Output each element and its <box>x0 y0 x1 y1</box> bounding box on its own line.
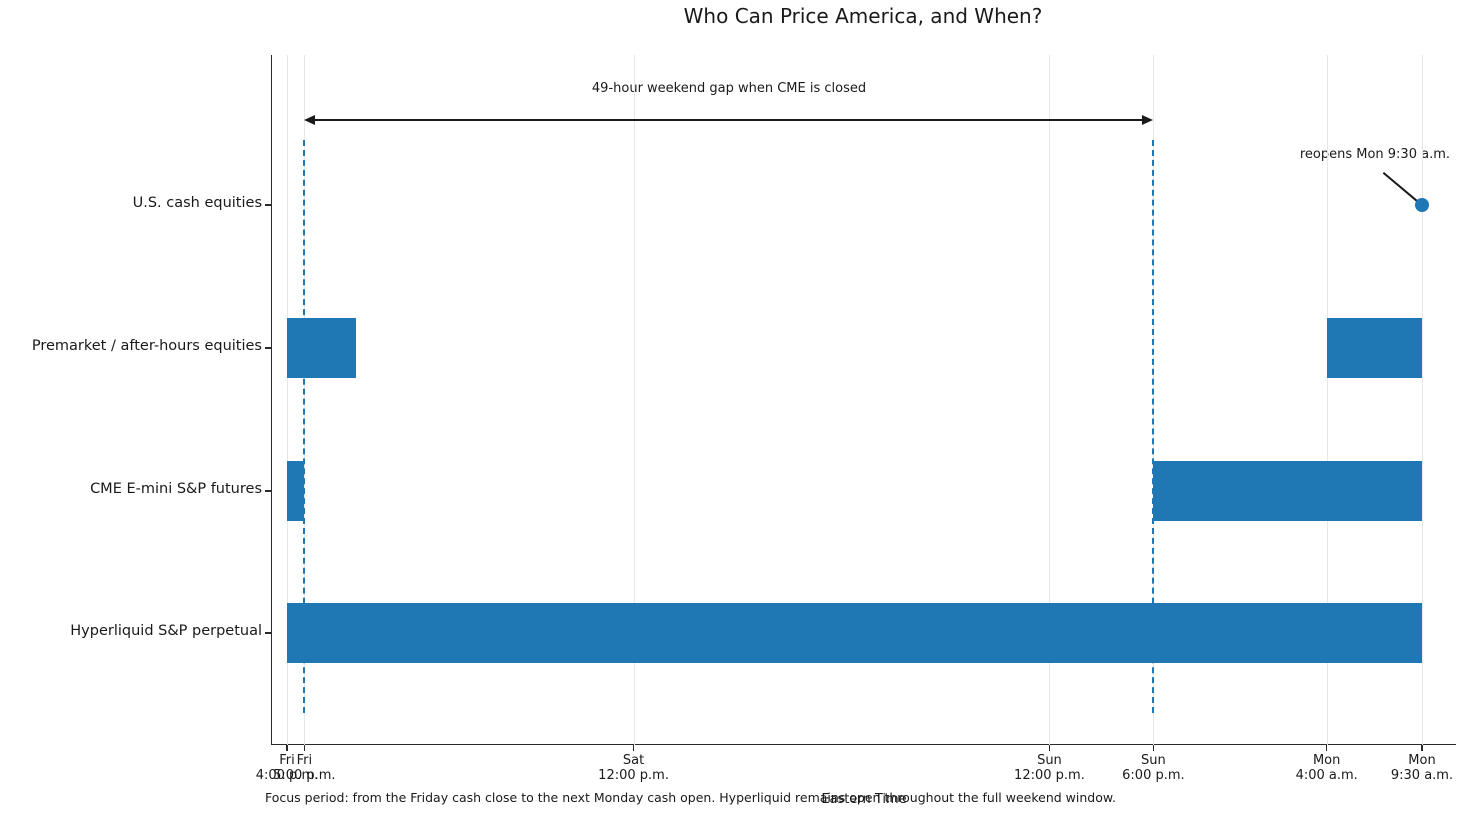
x-axis-label: Eastern Time <box>821 792 907 807</box>
y-axis-label: Hyperliquid S&P perpetual <box>70 623 262 639</box>
bar-segment <box>287 318 357 378</box>
x-tick-time: 5:00 p.m. <box>273 768 336 783</box>
y-axis-label: U.S. cash equities <box>132 195 262 211</box>
bar-segment <box>287 603 1422 663</box>
reopen-marker-dot <box>1415 198 1429 212</box>
x-tick-label: Sat 12:00 p.m. <box>564 753 704 783</box>
x-tick-mark <box>1421 745 1423 751</box>
x-tick-label: Fri 4:00 p.m. <box>217 753 357 783</box>
y-tick-mark <box>265 490 271 492</box>
caption-text: Focus period: from the Friday cash close… <box>265 790 1116 805</box>
x-tick-day: Fri <box>296 753 313 768</box>
gap-arrow-head-left <box>304 115 316 125</box>
y-tick-mark <box>265 347 271 349</box>
x-tick-label: Mon 4:00 a.m. <box>1257 753 1397 783</box>
reopen-annotation-text: reopens Mon 9:30 a.m. <box>1299 147 1450 162</box>
x-tick-mark <box>1152 745 1154 751</box>
x-tick-time: 12:00 p.m. <box>1014 768 1085 783</box>
x-tick-label: Mon 9:30 a.m. <box>1352 753 1463 783</box>
x-tick-day: Mon <box>1408 753 1436 768</box>
x-tick-time: 6:00 p.m. <box>1122 768 1185 783</box>
x-tick-time: 4:00 p.m. <box>255 768 319 783</box>
x-gridline <box>633 55 635 745</box>
x-gridline <box>287 55 288 745</box>
x-tick-day: Sun <box>1037 753 1062 768</box>
gap-arrow-head-right <box>1142 115 1154 125</box>
dashed-boundary-line <box>303 140 306 713</box>
y-tick-mark <box>265 632 271 634</box>
x-tick-mark <box>286 745 288 751</box>
x-tick-label: Sun 6:00 p.m. <box>1083 753 1223 783</box>
y-axis-label: CME E-mini S&P futures <box>90 481 262 497</box>
y-tick-mark <box>265 204 271 206</box>
x-gridline <box>1049 55 1051 745</box>
x-tick-time: 12:00 p.m. <box>598 768 669 783</box>
x-tick-mark <box>1048 745 1051 751</box>
x-tick-mark <box>1326 745 1328 751</box>
dashed-boundary-line <box>1152 140 1155 713</box>
x-tick-time: 9:30 a.m. <box>1390 768 1454 783</box>
x-tick-day: Sat <box>622 753 645 768</box>
x-tick-mark <box>632 745 635 751</box>
chart-title: Who Can Price America, and When? <box>683 4 1043 28</box>
y-axis-label: Premarket / after-hours equities <box>31 338 262 354</box>
x-gridline <box>1422 55 1423 745</box>
x-tick-label: Sun 12:00 p.m. <box>979 753 1119 783</box>
x-gridline <box>1326 55 1328 745</box>
bar-segment <box>1326 318 1422 378</box>
plot-area <box>271 55 1456 745</box>
x-tick-day: Mon <box>1312 753 1341 768</box>
gap-annotation-text: 49-hour weekend gap when CME is closed <box>591 81 867 96</box>
x-tick-time: 4:00 a.m. <box>1295 768 1358 783</box>
x-tick-mark <box>303 745 305 751</box>
gap-arrow-line <box>313 119 1145 121</box>
x-tick-day: Fri <box>279 753 295 768</box>
bar-segment <box>287 461 305 521</box>
x-tick-day: Sun <box>1141 753 1166 768</box>
bar-segment <box>1153 461 1422 521</box>
x-tick-label: Fri 5:00 p.m. <box>234 753 374 783</box>
